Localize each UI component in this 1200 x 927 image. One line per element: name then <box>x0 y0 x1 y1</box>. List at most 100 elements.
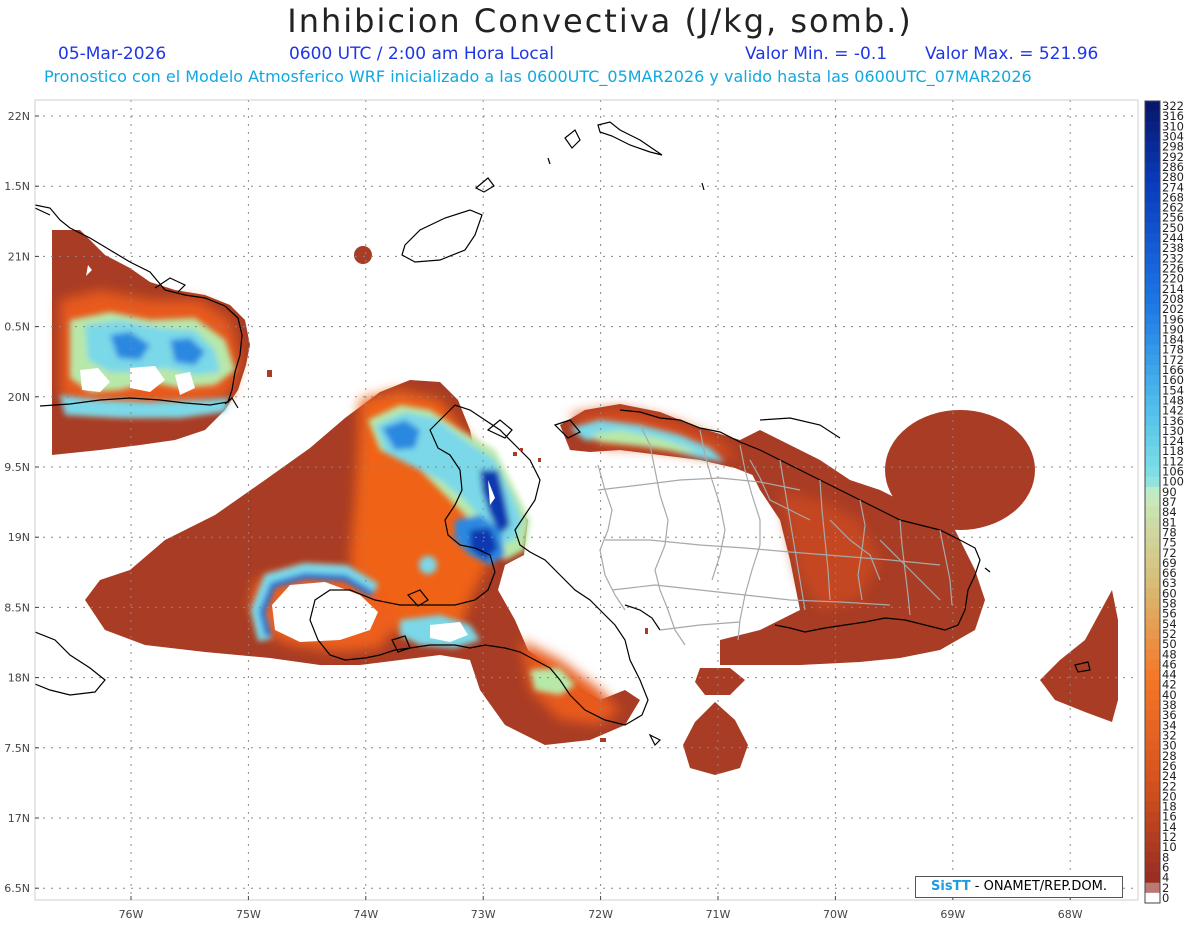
colorbar-label: 130 <box>1162 424 1184 438</box>
colorbar-label: 226 <box>1162 262 1184 276</box>
colorbar-label: 154 <box>1162 383 1184 397</box>
colorbar-swatch <box>1145 527 1160 539</box>
colorbar-label: 24 <box>1162 769 1177 783</box>
colorbar-label: 160 <box>1162 373 1184 387</box>
field-region-far-east <box>1040 590 1118 722</box>
cin-high-zones <box>60 312 725 695</box>
colorbar-swatch <box>1145 750 1160 762</box>
time-label: 0600 UTC / 2:00 am Hora Local <box>289 44 554 64</box>
lon-label: 76W <box>119 908 144 921</box>
coastlines <box>35 121 1091 747</box>
colorbar-swatch <box>1145 669 1160 681</box>
colorbar-swatch <box>1145 892 1160 904</box>
colorbar-swatch <box>1145 618 1160 630</box>
lat-label: 18N <box>8 672 30 685</box>
colorbar-swatch <box>1145 507 1160 518</box>
colorbar-swatch <box>1145 395 1160 407</box>
min-value-label: Valor Min. = -0.1 <box>745 44 888 64</box>
colorbar-swatch <box>1145 202 1160 214</box>
colorbar-frame <box>1144 100 1161 904</box>
colorbar-label: 66 <box>1162 566 1177 580</box>
lat-label: 20N <box>8 391 30 404</box>
colorbar-label: 12 <box>1162 830 1177 844</box>
colorbar-swatch <box>1145 811 1160 823</box>
colorbar-label: 118 <box>1162 444 1184 458</box>
colorbar-label: 90 <box>1162 485 1177 499</box>
colorbar-label: 238 <box>1162 241 1184 255</box>
colorbar-swatch <box>1145 628 1160 640</box>
colorbar-label: 38 <box>1162 698 1177 712</box>
colorbar-label: 22 <box>1162 779 1177 793</box>
colorbar-swatch <box>1145 111 1160 122</box>
colorbar-swatch <box>1145 263 1160 275</box>
colorbar-label: 78 <box>1162 525 1177 539</box>
colorbar-swatch <box>1145 557 1160 569</box>
colorbar-label: 244 <box>1162 231 1184 245</box>
lon-label: 71W <box>706 908 731 921</box>
colorbar-label: 36 <box>1162 708 1177 722</box>
colorbar-label: 42 <box>1162 678 1177 692</box>
colorbar-label: 8 <box>1162 850 1169 864</box>
colorbar-swatch <box>1145 740 1160 752</box>
colorbar-label: 2 <box>1162 881 1169 895</box>
lat-label: 22N <box>8 110 30 123</box>
colorbar-swatch <box>1145 771 1160 782</box>
colorbar-label: 268 <box>1162 190 1184 204</box>
colorbar-label: 232 <box>1162 251 1184 265</box>
colorbar-swatch <box>1145 730 1160 742</box>
colorbar-label: 100 <box>1162 475 1184 489</box>
colorbar-label: 256 <box>1162 211 1184 225</box>
colorbar-label: 84 <box>1162 505 1177 519</box>
colorbar-label: 166 <box>1162 363 1184 377</box>
lat-label: 0.5N <box>4 321 30 334</box>
colorbar-label: 54 <box>1162 617 1177 631</box>
colorbar-label: 28 <box>1162 749 1177 763</box>
colorbar-swatch <box>1145 283 1160 295</box>
colorbar-swatch <box>1145 456 1160 467</box>
colorbar-swatch <box>1145 243 1160 254</box>
colorbar-label: 172 <box>1162 353 1184 367</box>
colorbar-swatch <box>1145 446 1160 457</box>
lon-label: 72W <box>588 908 613 921</box>
colorbar-swatch <box>1145 385 1160 396</box>
colorbar-swatch <box>1145 882 1160 894</box>
colorbar-label: 142 <box>1162 404 1184 418</box>
colorbar-label: 63 <box>1162 576 1177 590</box>
colorbar-swatch <box>1145 273 1160 285</box>
lat-label: 1.5N <box>4 180 30 193</box>
colorbar-swatch <box>1145 801 1160 813</box>
colorbar-swatch <box>1145 781 1160 792</box>
colorbar-swatch <box>1145 679 1160 691</box>
colorbar-swatch <box>1145 852 1160 863</box>
colorbar-swatch <box>1145 649 1160 660</box>
colorbar-label: 30 <box>1162 739 1177 753</box>
field-region-blob-southeast <box>683 702 748 775</box>
colorbar-swatch <box>1145 161 1160 173</box>
colorbar-label: 190 <box>1162 322 1184 336</box>
colorbar-swatch <box>1145 364 1160 376</box>
field-region-dot <box>354 246 372 264</box>
colorbar-swatch <box>1145 862 1160 874</box>
colorbar-label: 298 <box>1162 140 1184 154</box>
colorbar-swatch <box>1145 588 1160 599</box>
colorbar-swatch <box>1145 842 1160 853</box>
credit-box: SisTT - ONAMET/REP.DOM. <box>915 876 1123 898</box>
colorbar-label: 148 <box>1162 393 1184 407</box>
colorbar-label: 32 <box>1162 728 1177 742</box>
colorbar-label: 44 <box>1162 668 1177 682</box>
colorbar-swatch <box>1145 405 1160 417</box>
lat-label: 7.5N <box>4 742 30 755</box>
colorbar-label: 136 <box>1162 414 1184 428</box>
colorbar-label: 178 <box>1162 343 1184 357</box>
colorbar-swatch <box>1145 375 1160 386</box>
colorbar-label: 0 <box>1162 891 1169 905</box>
lon-label: 74W <box>353 908 378 921</box>
lon-label: 73W <box>471 908 496 921</box>
colorbar-swatch <box>1145 710 1160 721</box>
lat-label: 21N <box>8 250 30 263</box>
field-region-blob-small <box>695 668 745 695</box>
colorbar-label: 20 <box>1162 789 1177 803</box>
colorbar-label: 286 <box>1162 160 1184 174</box>
lat-label: 19N <box>8 531 30 544</box>
